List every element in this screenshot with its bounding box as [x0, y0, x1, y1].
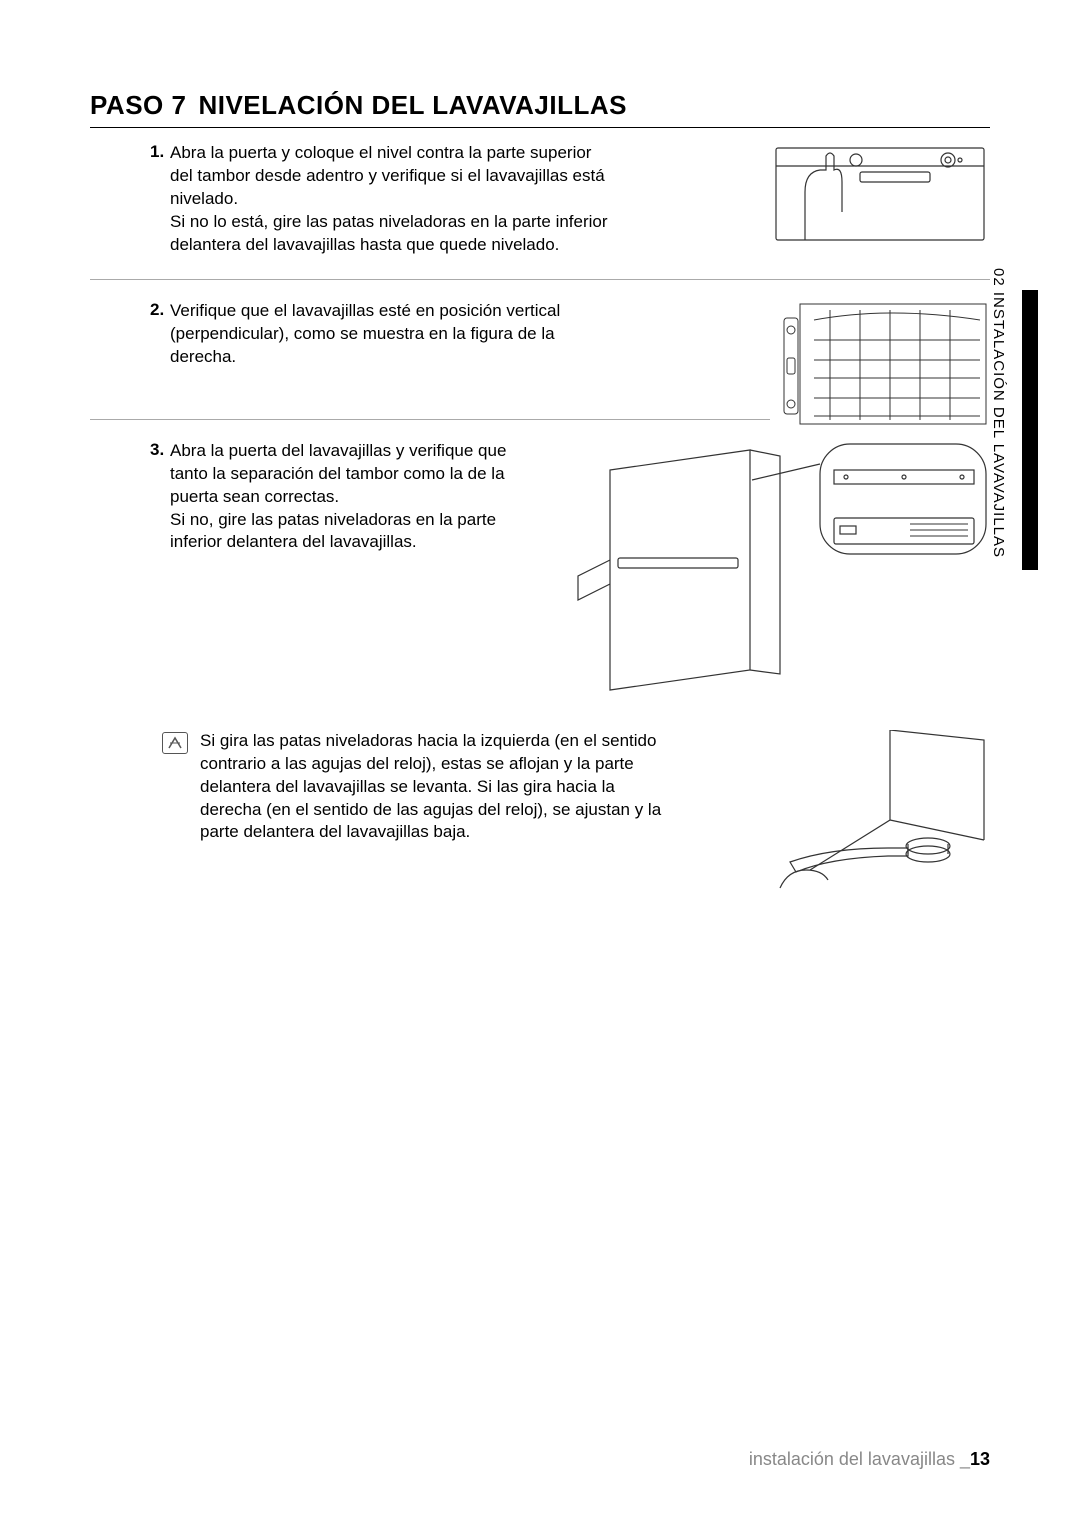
- illustration-door-gap: [570, 440, 990, 700]
- step-text: Abra la puerta y coloque el nivel contra…: [170, 142, 610, 257]
- step-3: 3. Abra la puerta del lavavajillas y ver…: [90, 440, 990, 710]
- page-title: PASO 7 NIVELACIÓN DEL LAVAVAJILLAS: [90, 90, 990, 128]
- note-text: Si gira las patas niveladoras hacia la i…: [200, 730, 670, 845]
- side-tab-label: 02 INSTALACIÓN DEL LAVAVAJILLAS: [990, 268, 1007, 558]
- thumb-index-marker: [1022, 290, 1038, 570]
- step-number: 2.: [150, 300, 164, 320]
- page-number: 13: [970, 1449, 990, 1469]
- note-icon: [162, 732, 188, 754]
- step-number: 1.: [150, 142, 164, 162]
- illustration-vertical-level: [770, 300, 990, 428]
- manual-page: PASO 7 NIVELACIÓN DEL LAVAVAJILLAS 1. Abr…: [0, 0, 1080, 1530]
- illustration-level-inside: [770, 142, 990, 247]
- step-number: 3.: [150, 440, 164, 460]
- note-block: Si gira las patas niveladoras hacia la i…: [90, 730, 990, 900]
- step-prefix: PASO 7: [90, 90, 186, 120]
- step-1: 1. Abra la puerta y coloque el nivel con…: [90, 142, 990, 280]
- step-2: 2. Verifique que el lavavajillas esté en…: [90, 300, 990, 420]
- section-side-tab: 02 INSTALACIÓN DEL LAVAVAJILLAS: [990, 268, 1018, 598]
- footer-label: instalación del lavavajillas _: [749, 1449, 970, 1469]
- step-title: NIVELACIÓN DEL LAVAVAJILLAS: [198, 90, 627, 120]
- step-text: Verifique que el lavavajillas esté en po…: [170, 300, 610, 369]
- page-footer: instalación del lavavajillas _13: [749, 1449, 990, 1470]
- illustration-leveling-foot: [770, 730, 990, 890]
- step-text: Abra la puerta del lavavajillas y verifi…: [170, 440, 530, 555]
